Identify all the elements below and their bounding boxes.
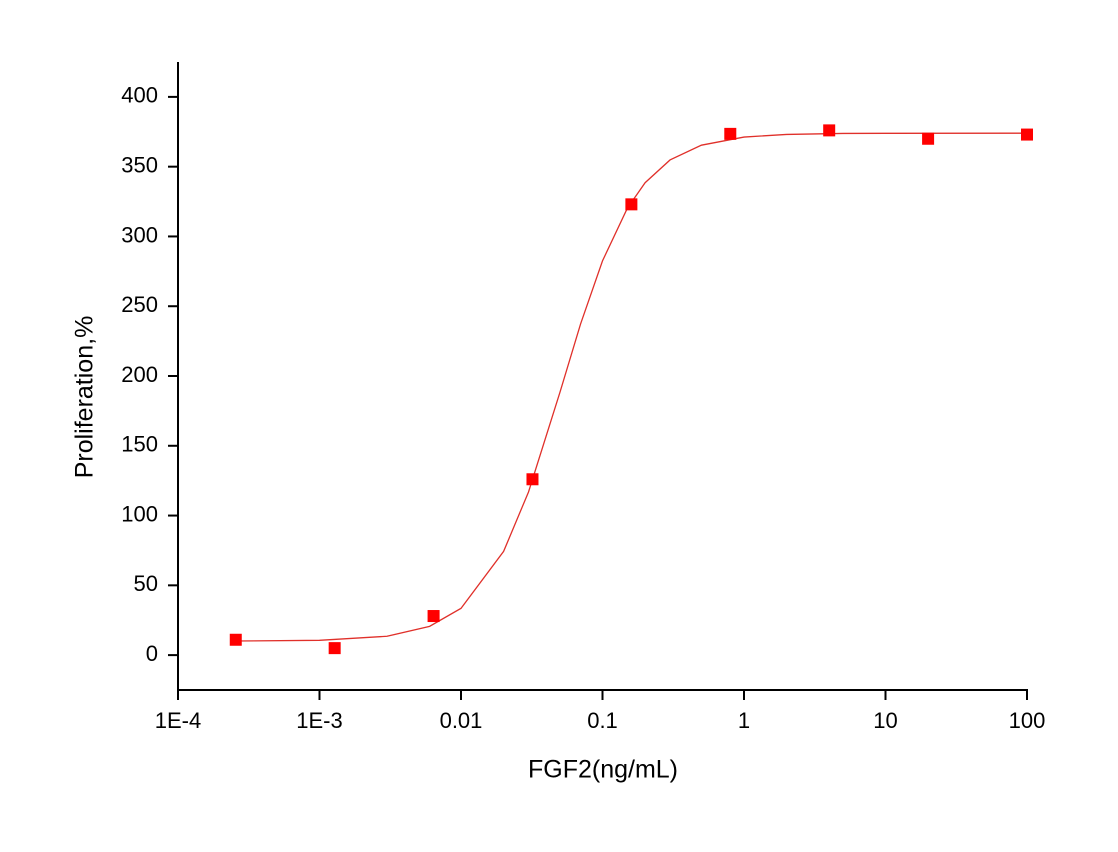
x-tick-label: 0.1 bbox=[587, 708, 618, 733]
x-axis-title: FGF2(ng/mL) bbox=[528, 756, 678, 784]
data-point bbox=[1021, 128, 1033, 141]
y-tick-label: 250 bbox=[121, 292, 158, 317]
data-point bbox=[427, 610, 440, 623]
x-tick-label: 1E-3 bbox=[296, 708, 342, 733]
data-point bbox=[526, 473, 539, 486]
x-tick-label: 10 bbox=[873, 708, 897, 733]
y-tick-label: 200 bbox=[121, 362, 158, 387]
y-tick-label: 50 bbox=[134, 571, 158, 596]
data-point bbox=[922, 132, 935, 145]
y-tick-label: 400 bbox=[121, 83, 158, 108]
x-tick-label: 100 bbox=[1009, 708, 1046, 733]
y-tick-label: 300 bbox=[121, 222, 158, 247]
y-tick-label: 100 bbox=[121, 501, 158, 526]
data-point bbox=[724, 127, 737, 140]
data-point bbox=[229, 633, 242, 646]
data-point bbox=[625, 198, 638, 211]
x-tick-label: 0.01 bbox=[440, 708, 483, 733]
fit-curve bbox=[235, 132, 1028, 642]
data-point bbox=[328, 642, 341, 655]
y-tick-label: 150 bbox=[121, 432, 158, 457]
x-tick-label: 1 bbox=[738, 708, 750, 733]
data-point bbox=[823, 124, 836, 137]
x-tick-label: 1E-4 bbox=[155, 708, 201, 733]
y-axis-title: Proliferation,% bbox=[71, 316, 99, 479]
y-tick-label: 350 bbox=[121, 152, 158, 177]
y-tick-label: 0 bbox=[146, 641, 158, 666]
